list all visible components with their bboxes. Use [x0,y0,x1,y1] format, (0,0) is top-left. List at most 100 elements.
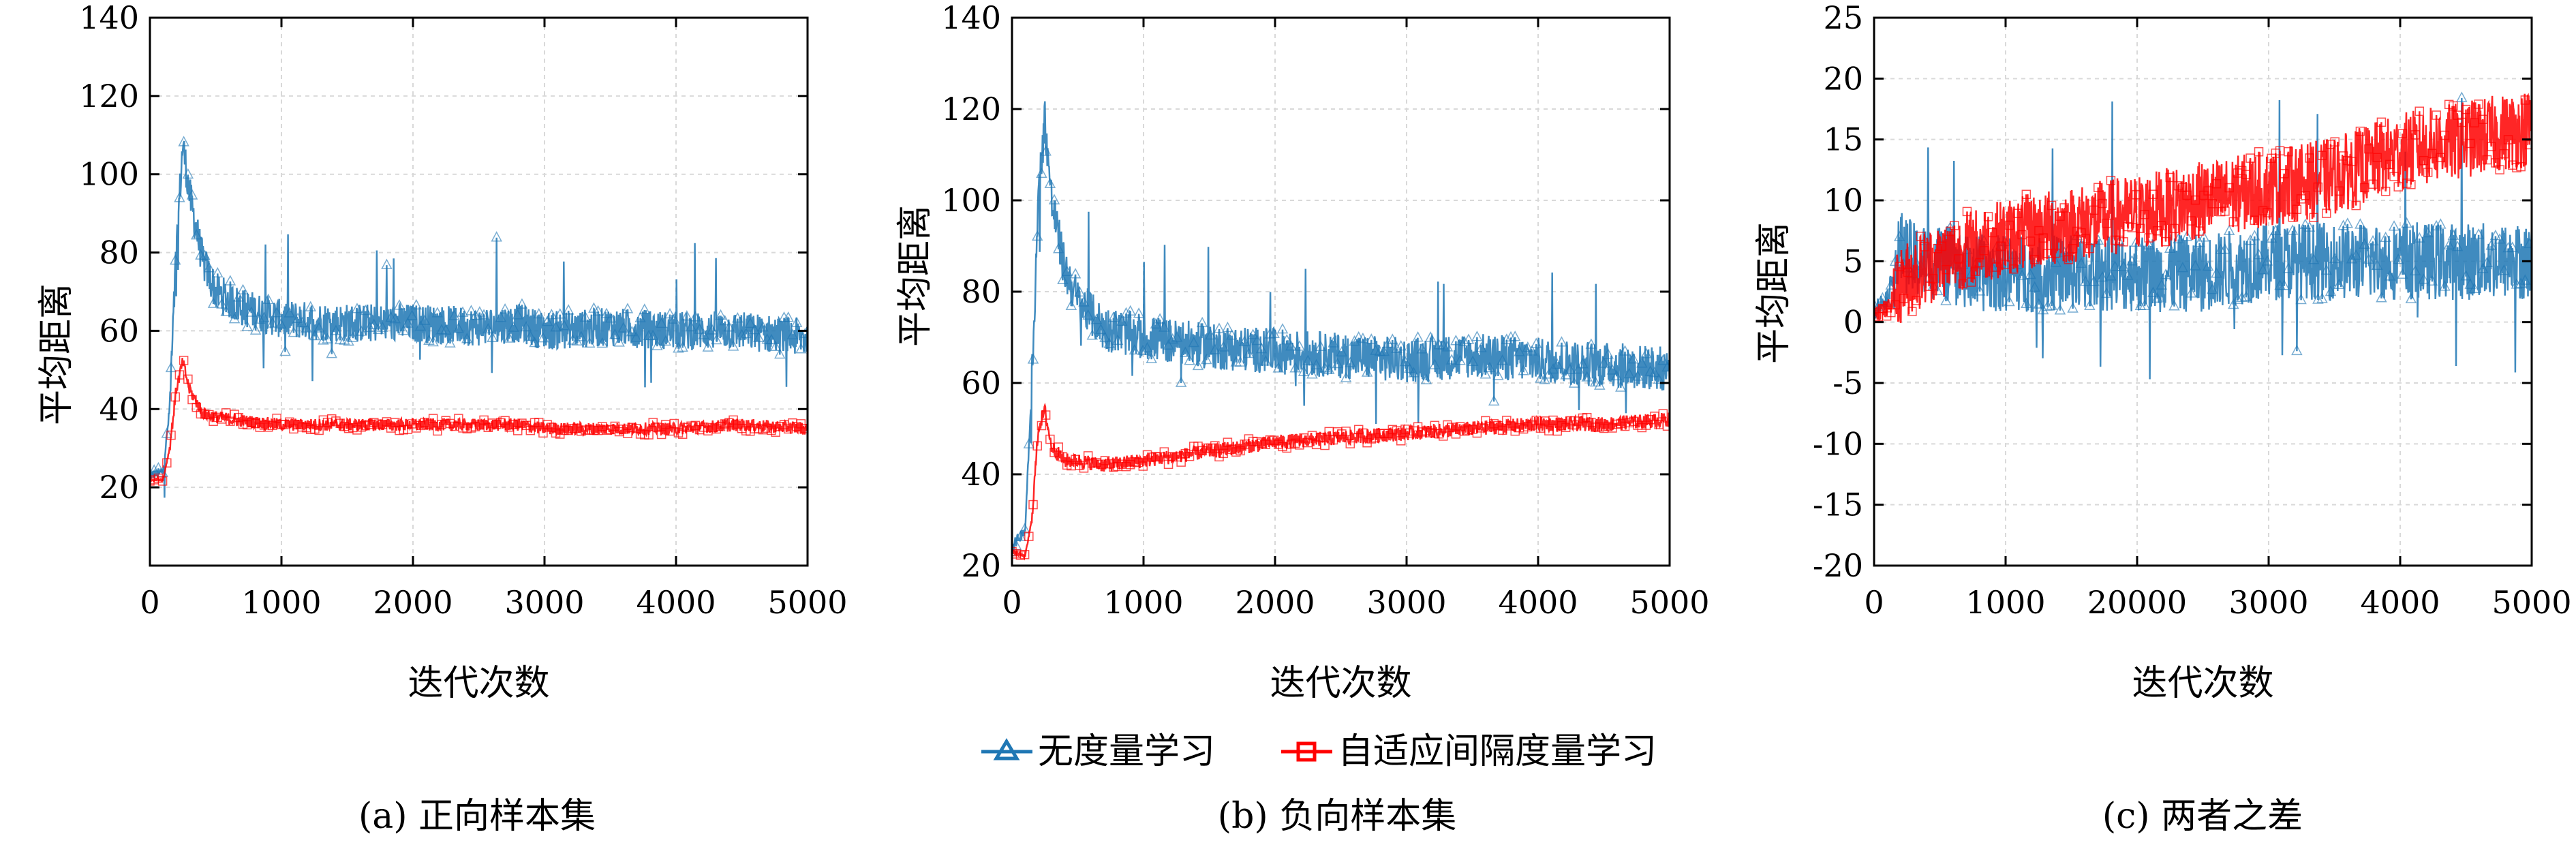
y-tick-label: -20 [1813,547,1863,584]
data-point-square [1054,442,1063,452]
data-point-square [1658,409,1668,418]
data-point-triangle [431,307,444,318]
data-point-square [2046,200,2057,211]
data-point-triangle [360,304,371,316]
data-point-triangle [2485,239,2497,250]
data-point-triangle [1340,371,1352,382]
data-point-triangle [249,324,262,335]
data-point-square [2406,180,2416,189]
data-point-triangle [1568,377,1580,388]
data-point-triangle [1556,336,1567,347]
data-point-triangle [600,307,613,318]
plot-frame [149,16,809,567]
data-point-triangle [2016,269,2028,280]
data-point-square [800,424,808,433]
data-point-triangle [1514,345,1525,356]
data-point-square [2182,190,2192,200]
data-point-triangle [283,307,295,318]
data-point-square [1971,266,1980,276]
data-point-square [2292,204,2302,214]
data-point-square [1874,313,1879,322]
data-point-triangle [343,335,354,346]
data-point-square [2098,198,2107,209]
data-point-triangle [2388,220,2400,231]
data-point-triangle [2037,303,2049,315]
data-point-triangle [1289,362,1301,373]
data-point-triangle [2079,275,2091,286]
y-tick-label: 80 [99,234,139,271]
data-point-square [1899,294,1909,303]
data-point-triangle [330,324,342,335]
data-point-square [2059,203,2069,213]
data-point-triangle [1315,340,1327,352]
data-point-triangle [444,337,456,348]
data-point-square [2008,264,2019,274]
data-point-triangle [702,341,714,352]
data-point-triangle [262,293,274,305]
data-point-triangle [504,332,515,343]
data-point-square [2190,195,2201,205]
x-tick-label: 0 [1002,584,1022,621]
chart-panel-2: 0 1000 2000 3000 4000 5000 20 40 60 80 100 120 140 迭代… [895,0,1710,837]
data-point-triangle [1175,376,1187,387]
data-point-triangle [1154,313,1166,324]
data-point-triangle [153,461,164,473]
data-point-square [2322,209,2331,218]
data-point-triangle [1649,367,1661,378]
legend-label-blue: 无度量学习 [1038,731,1215,772]
data-point-square [2309,213,2318,222]
data-point-triangle [178,136,189,147]
data-point-triangle [2138,299,2151,310]
data-point-triangle [2249,230,2260,241]
data-point-triangle [769,340,782,351]
data-point-triangle [1015,530,1026,541]
data-point-triangle [2236,291,2248,303]
data-point-square [2224,183,2234,193]
data-point-triangle [2181,230,2193,241]
data-point-triangle [647,329,659,341]
data-point-triangle [2033,298,2045,309]
square-icon [1296,741,1317,762]
data-point-triangle [1509,331,1521,341]
data-point-triangle [795,343,807,354]
data-point-triangle [2084,299,2096,311]
data-point-triangle [2376,292,2387,303]
data-point-triangle [677,341,688,352]
data-point-square [1920,242,1930,251]
data-point-triangle [292,312,304,323]
data-point-triangle [2164,242,2176,253]
data-point-triangle [2350,249,2362,260]
triangle-icon [993,738,1020,760]
data-point-triangle [258,311,270,322]
data-point-triangle [2447,229,2459,240]
data-point-triangle [639,303,651,314]
data-point-triangle [1387,333,1398,344]
data-point-triangle [1031,230,1043,241]
data-point-triangle [1623,367,1635,379]
data-point-triangle [1298,365,1310,376]
x-tick-label: 3000 [504,584,584,621]
data-point-square [2148,189,2158,199]
data-point-square [1320,440,1330,450]
data-point-triangle [1539,373,1550,384]
series-line [150,358,808,483]
chart-panel-3: 0 1000 20000 3000 4000 5000 -20 -15 -10 -5 0 5 10 15 2… [1753,0,2572,837]
data-point-triangle [2029,281,2040,292]
data-point-triangle [546,309,557,320]
data-point-triangle [1974,285,1986,296]
data-point-triangle [583,337,596,348]
data-point-square [2499,149,2509,159]
data-point-triangle [2371,259,2383,270]
data-point-square [2025,236,2036,246]
data-point-triangle [2464,278,2476,289]
data-point-square [2419,155,2429,166]
data-point-triangle [1395,340,1407,351]
data-point-square [2241,170,2251,179]
data-point-triangle [1399,355,1411,367]
data-point-square [2038,233,2048,243]
data-point-square [2423,168,2433,177]
data-point-triangle [1893,230,1905,241]
data-point-triangle [2468,282,2481,293]
data-point-triangle [288,326,300,337]
y-tick-label: 15 [1823,121,1863,158]
